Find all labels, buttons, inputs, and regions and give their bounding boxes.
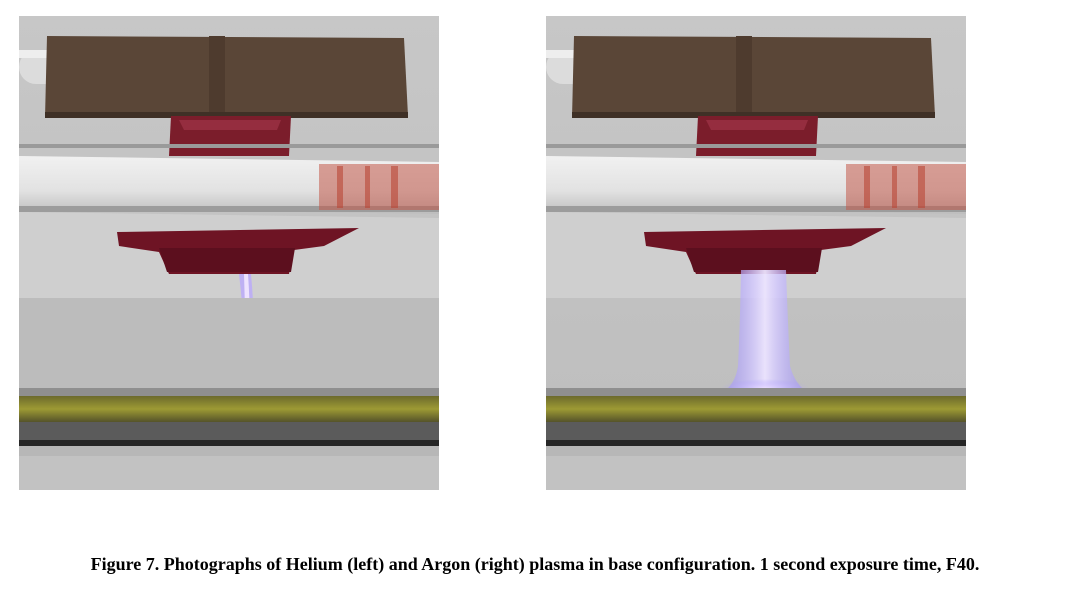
figure-caption: Figure 7. Photographs of Helium (left) a… xyxy=(90,554,980,574)
photo-helium-plasma xyxy=(19,16,439,490)
helium-plasma-photograph xyxy=(19,16,439,490)
photo-argon-plasma xyxy=(546,16,966,490)
argon-plasma-photograph xyxy=(546,16,966,490)
